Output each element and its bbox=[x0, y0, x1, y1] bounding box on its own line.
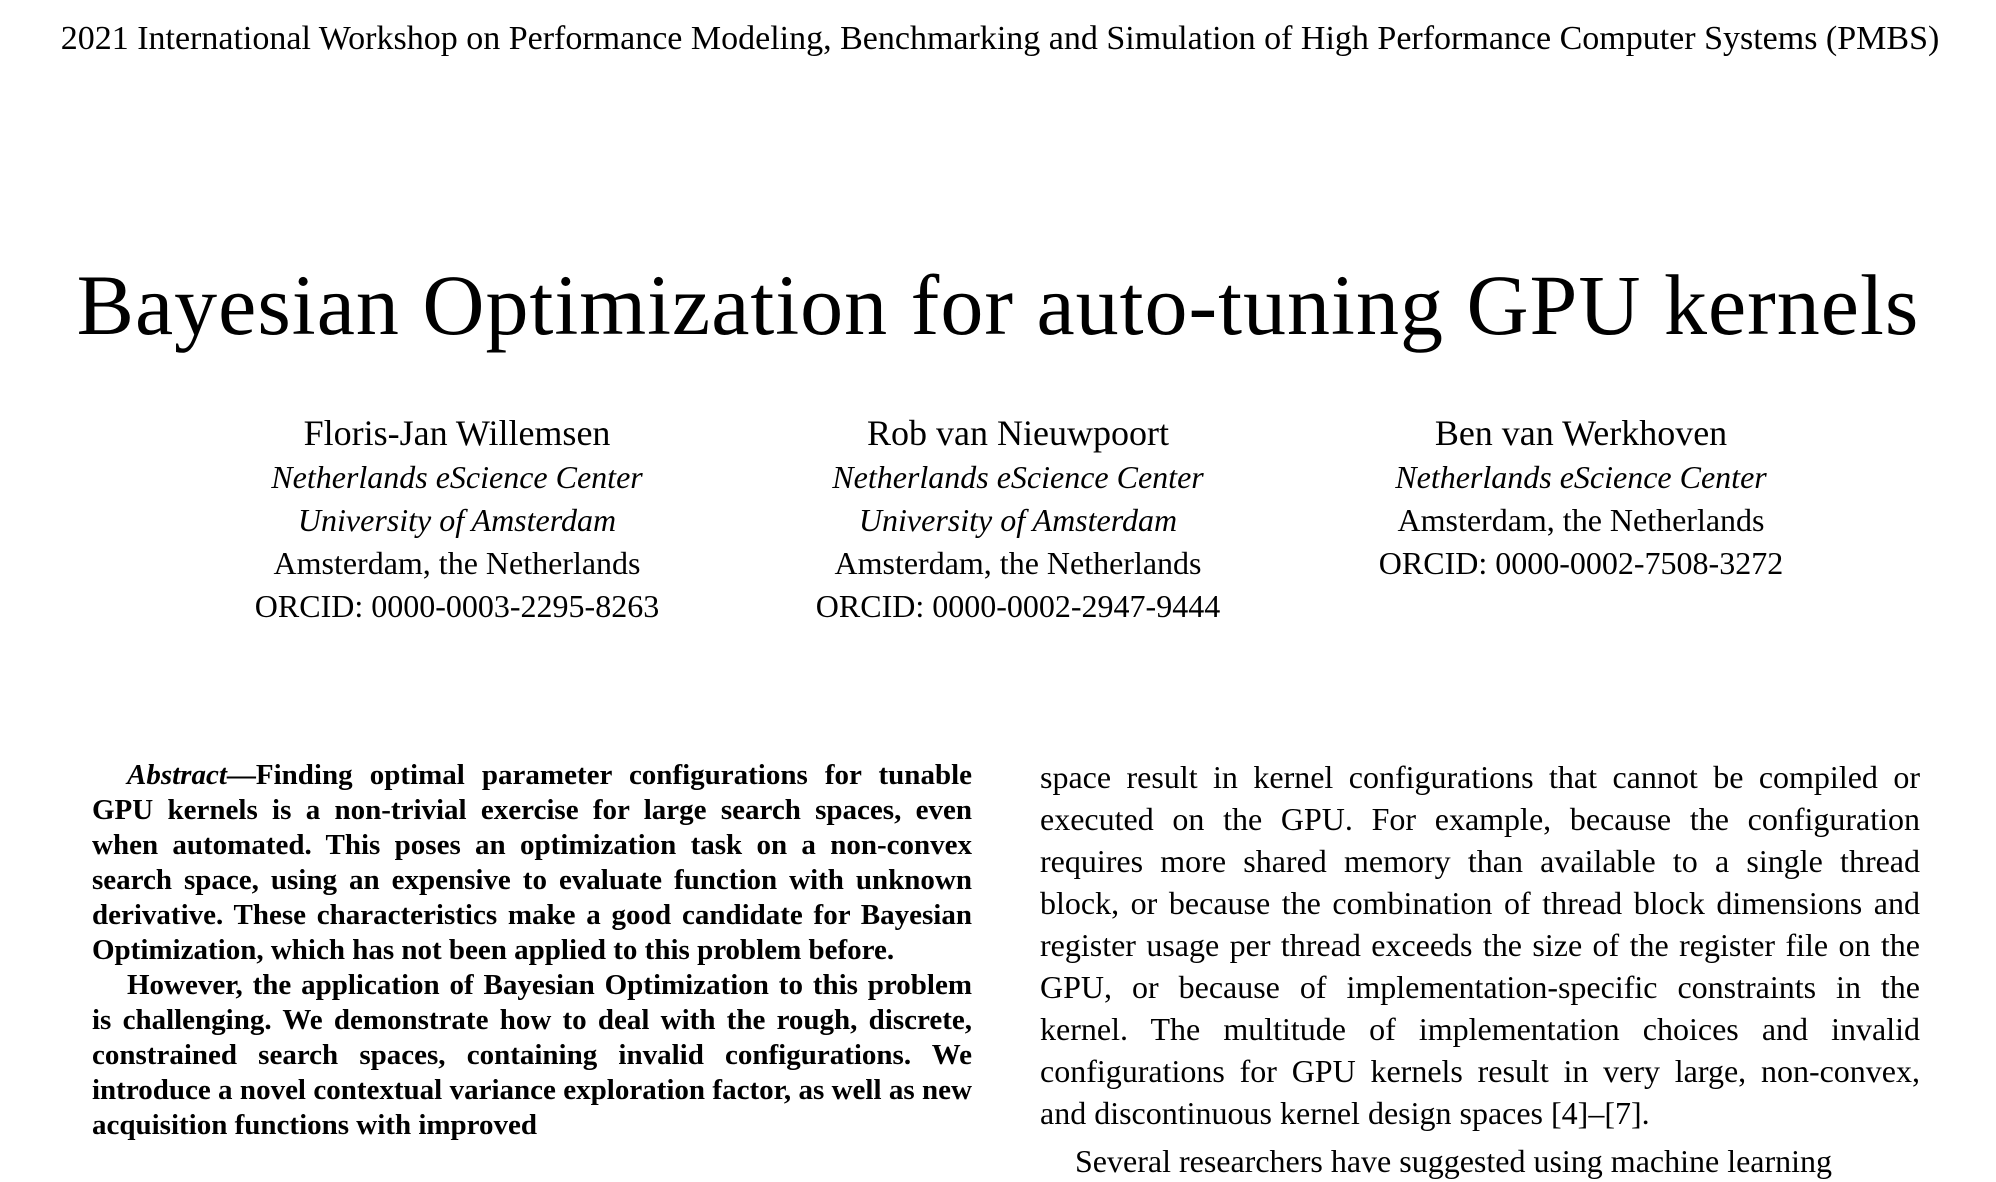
author-location: Amsterdam, the Netherlands bbox=[273, 545, 641, 581]
abstract-label: Abstract bbox=[127, 759, 227, 791]
author-affiliation: University of Amsterdam bbox=[858, 502, 1178, 538]
workshop-header: 2021 International Workshop on Performan… bbox=[60, 20, 1940, 57]
paper-title: Bayesian Optimization for auto-tuning GP… bbox=[76, 257, 1920, 353]
abstract-paragraph: Abstract—Finding optimal parameter confi… bbox=[92, 758, 972, 968]
abstract-column: Abstract—Finding optimal parameter confi… bbox=[92, 758, 972, 1143]
author-location: Amsterdam, the Netherlands bbox=[834, 545, 1202, 581]
abstract-dash: — bbox=[226, 759, 256, 791]
author-name: Rob van Nieuwpoort bbox=[867, 413, 1169, 453]
author-name: Floris-Jan Willemsen bbox=[303, 413, 611, 453]
body-paragraph: space result in kernel configurations th… bbox=[1040, 759, 1920, 1131]
author-affiliation: Netherlands eScience Center bbox=[271, 459, 643, 495]
abstract-text: Finding optimal parameter configurations… bbox=[92, 759, 972, 966]
author-affiliation: Netherlands eScience Center bbox=[1395, 459, 1767, 495]
author-name: Ben van Werkhoven bbox=[1434, 413, 1728, 453]
body-paragraph: Several researchers have suggested using… bbox=[1075, 1143, 1833, 1179]
author-orcid: ORCID: 0000-0002-7508-3272 bbox=[1378, 545, 1784, 581]
author-orcid: ORCID: 0000-0002-2947-9444 bbox=[815, 588, 1221, 624]
author-affiliation: University of Amsterdam bbox=[297, 502, 617, 538]
author-orcid: ORCID: 0000-0003-2295-8263 bbox=[254, 588, 660, 624]
author-block-3: Ben van Werkhoven Netherlands eScience C… bbox=[1301, 410, 1861, 585]
body-column-right: space result in kernel configurations th… bbox=[1040, 756, 1920, 1182]
author-block-1: Floris-Jan Willemsen Netherlands eScienc… bbox=[177, 410, 737, 628]
author-location: Amsterdam, the Netherlands bbox=[1397, 502, 1765, 538]
author-affiliation: Netherlands eScience Center bbox=[832, 459, 1204, 495]
abstract-paragraph: However, the application of Bayesian Opt… bbox=[92, 969, 972, 1141]
author-block-2: Rob van Nieuwpoort Netherlands eScience … bbox=[738, 410, 1298, 628]
